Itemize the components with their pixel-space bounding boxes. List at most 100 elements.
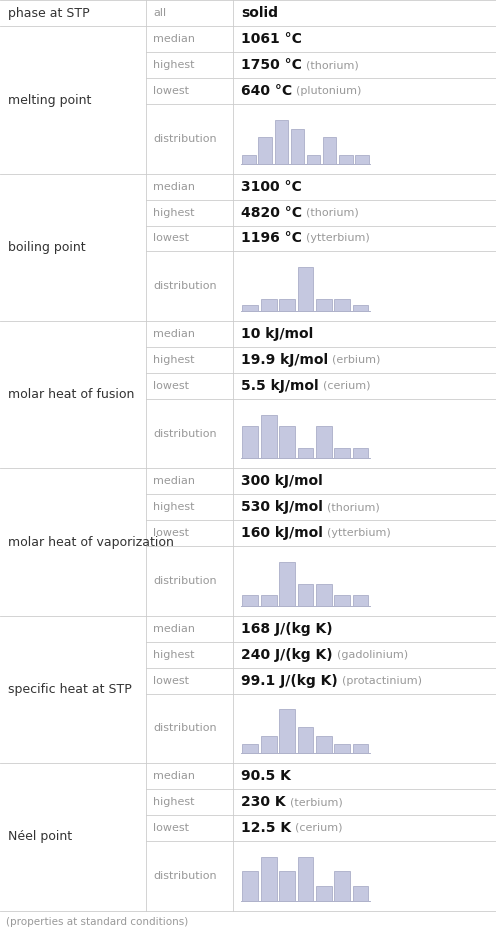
Bar xyxy=(243,305,258,311)
Bar xyxy=(243,595,258,606)
Bar xyxy=(334,745,350,753)
Text: distribution: distribution xyxy=(153,281,217,292)
Bar xyxy=(298,584,313,606)
Text: 168 J/(kg K): 168 J/(kg K) xyxy=(241,622,333,636)
Text: lowest: lowest xyxy=(153,823,189,833)
Text: solid: solid xyxy=(241,7,278,21)
Bar xyxy=(307,155,320,164)
Bar xyxy=(279,709,295,753)
Bar xyxy=(353,305,369,311)
Bar xyxy=(355,155,369,164)
Text: median: median xyxy=(153,182,195,191)
Text: 530 kJ/mol: 530 kJ/mol xyxy=(241,500,323,514)
Text: median: median xyxy=(153,771,195,781)
Text: 12.5 K: 12.5 K xyxy=(241,821,291,835)
Bar xyxy=(258,138,272,164)
Text: highest: highest xyxy=(153,207,195,218)
Text: highest: highest xyxy=(153,503,195,512)
Text: (cerium): (cerium) xyxy=(295,823,343,833)
Text: 10 kJ/mol: 10 kJ/mol xyxy=(241,327,313,341)
Bar xyxy=(334,595,350,606)
Text: melting point: melting point xyxy=(8,94,91,107)
Text: (ytterbium): (ytterbium) xyxy=(306,234,370,244)
Text: (erbium): (erbium) xyxy=(332,355,380,365)
Bar xyxy=(316,584,332,606)
Bar xyxy=(298,447,313,459)
Text: (properties at standard conditions): (properties at standard conditions) xyxy=(6,916,188,927)
Text: (thorium): (thorium) xyxy=(327,503,380,512)
Text: 1196 °C: 1196 °C xyxy=(241,232,302,246)
Bar xyxy=(316,298,332,311)
Bar xyxy=(243,155,256,164)
Text: 1061 °C: 1061 °C xyxy=(241,32,302,46)
Bar xyxy=(353,447,369,459)
Text: Néel point: Néel point xyxy=(8,830,72,843)
Bar xyxy=(339,155,353,164)
Text: boiling point: boiling point xyxy=(8,241,86,254)
Text: (ytterbium): (ytterbium) xyxy=(327,528,391,538)
Text: highest: highest xyxy=(153,650,195,659)
Bar xyxy=(291,129,304,164)
Text: median: median xyxy=(153,624,195,634)
Bar xyxy=(243,426,258,459)
Text: lowest: lowest xyxy=(153,86,189,96)
Text: (terbium): (terbium) xyxy=(290,797,343,807)
Text: (gadolinium): (gadolinium) xyxy=(337,650,408,659)
Bar xyxy=(279,426,295,459)
Text: lowest: lowest xyxy=(153,381,189,391)
Bar xyxy=(334,447,350,459)
Text: (cerium): (cerium) xyxy=(323,381,370,391)
Text: 90.5 K: 90.5 K xyxy=(241,769,291,783)
Text: median: median xyxy=(153,35,195,44)
Text: specific heat at STP: specific heat at STP xyxy=(8,683,132,696)
Text: phase at STP: phase at STP xyxy=(8,7,90,20)
Text: 240 J/(kg K): 240 J/(kg K) xyxy=(241,648,333,661)
Bar xyxy=(316,886,332,900)
Text: (plutonium): (plutonium) xyxy=(296,86,362,96)
Text: distribution: distribution xyxy=(153,723,217,734)
Text: lowest: lowest xyxy=(153,675,189,686)
Bar xyxy=(353,595,369,606)
Text: 300 kJ/mol: 300 kJ/mol xyxy=(241,475,323,489)
Text: molar heat of vaporization: molar heat of vaporization xyxy=(8,536,174,549)
Text: distribution: distribution xyxy=(153,870,217,881)
Bar xyxy=(334,871,350,900)
Bar xyxy=(353,886,369,900)
Text: 19.9 kJ/mol: 19.9 kJ/mol xyxy=(241,353,328,367)
Bar xyxy=(316,426,332,459)
Bar xyxy=(261,298,276,311)
Bar xyxy=(334,298,350,311)
Text: 99.1 J/(kg K): 99.1 J/(kg K) xyxy=(241,673,338,688)
Text: highest: highest xyxy=(153,60,195,70)
Bar xyxy=(243,871,258,900)
Text: 160 kJ/mol: 160 kJ/mol xyxy=(241,526,323,540)
Text: highest: highest xyxy=(153,797,195,807)
Text: molar heat of fusion: molar heat of fusion xyxy=(8,388,134,401)
Bar xyxy=(279,871,295,900)
Bar xyxy=(323,138,336,164)
Bar xyxy=(298,856,313,900)
Bar xyxy=(261,415,276,459)
Text: median: median xyxy=(153,477,195,487)
Text: (thorium): (thorium) xyxy=(306,207,359,218)
Text: 1750 °C: 1750 °C xyxy=(241,58,302,72)
Bar xyxy=(261,856,276,900)
Bar xyxy=(261,735,276,753)
Bar xyxy=(316,735,332,753)
Text: 5.5 kJ/mol: 5.5 kJ/mol xyxy=(241,379,319,393)
Text: lowest: lowest xyxy=(153,234,189,244)
Bar xyxy=(353,745,369,753)
Text: 3100 °C: 3100 °C xyxy=(241,180,302,194)
Text: 640 °C: 640 °C xyxy=(241,84,292,98)
Bar xyxy=(279,298,295,311)
Text: (thorium): (thorium) xyxy=(306,60,359,70)
Text: (protactinium): (protactinium) xyxy=(342,675,422,686)
Bar xyxy=(261,595,276,606)
Text: distribution: distribution xyxy=(153,429,217,439)
Text: 230 K: 230 K xyxy=(241,795,286,809)
Text: distribution: distribution xyxy=(153,134,217,144)
Text: all: all xyxy=(153,8,167,19)
Text: median: median xyxy=(153,329,195,339)
Bar xyxy=(298,727,313,753)
Text: 4820 °C: 4820 °C xyxy=(241,205,302,219)
